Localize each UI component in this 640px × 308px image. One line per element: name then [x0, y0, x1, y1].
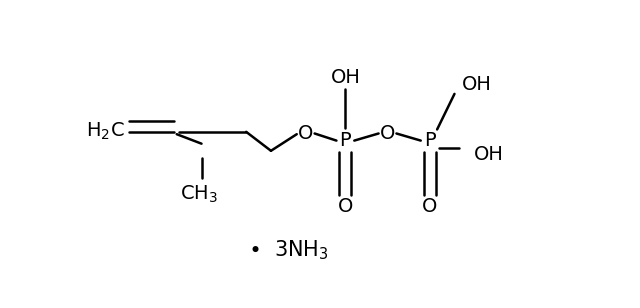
Text: O: O — [338, 197, 353, 216]
Text: OH: OH — [330, 68, 360, 87]
Text: P: P — [340, 131, 351, 150]
Text: $\bullet$  3NH$_3$: $\bullet$ 3NH$_3$ — [248, 239, 328, 262]
Text: H$_2$C: H$_2$C — [86, 121, 125, 143]
Text: O: O — [298, 124, 314, 143]
Text: O: O — [380, 124, 396, 143]
Text: O: O — [422, 197, 437, 216]
Text: P: P — [424, 131, 435, 150]
Text: CH$_3$: CH$_3$ — [180, 184, 218, 205]
Text: OH: OH — [474, 145, 504, 164]
Text: OH: OH — [462, 75, 492, 94]
